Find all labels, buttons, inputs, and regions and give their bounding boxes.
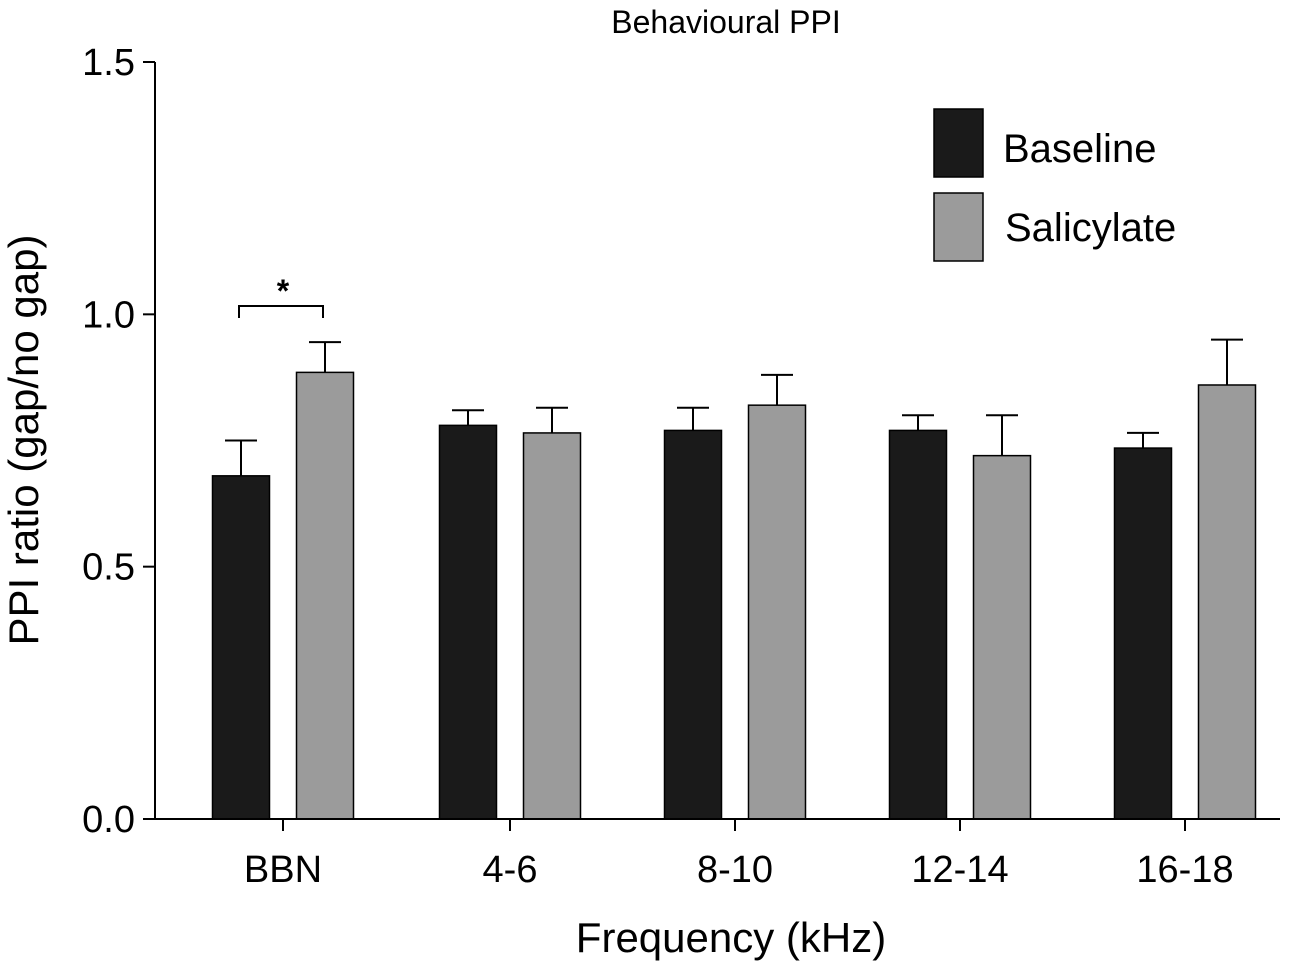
legend: Baseline Salicylate	[933, 108, 1176, 262]
significance-star: *	[277, 273, 290, 309]
significance-bracket-line	[238, 305, 324, 318]
x-tick-label-4: 16-18	[1136, 849, 1233, 891]
bar-salicylate-2	[747, 404, 807, 820]
bar-baseline-1	[438, 424, 498, 820]
x-tick-label-0: BBN	[244, 849, 322, 891]
bar-baseline-0	[211, 475, 271, 820]
legend-swatch-baseline	[933, 108, 984, 178]
bar-baseline-3	[888, 429, 948, 820]
x-tick-label-3: 12-14	[911, 849, 1008, 891]
y-axis-label: PPI ratio (gap/no gap)	[0, 235, 47, 646]
y-tick-label-3: 1.5	[82, 42, 135, 84]
x-axis-label: Frequency (kHz)	[576, 914, 886, 961]
y-tick-label-2: 1.0	[82, 294, 135, 336]
chart-title: Behavioural PPI	[611, 4, 840, 40]
bar-salicylate-0	[295, 371, 355, 820]
y-tick-label-0: 0.0	[82, 799, 135, 841]
bar-baseline-4	[1113, 447, 1173, 820]
bar-salicylate-4	[1197, 384, 1257, 820]
x-tick-label-1: 4-6	[483, 849, 538, 891]
bar-salicylate-3	[972, 454, 1032, 820]
bar-baseline-2	[663, 429, 723, 820]
significance-bracket: *	[238, 273, 324, 318]
x-tick-label-2: 8-10	[697, 849, 773, 891]
bars-layer	[211, 338, 1257, 820]
legend-label-salicylate: Salicylate	[1005, 206, 1176, 250]
bar-salicylate-1	[522, 432, 582, 820]
axes-layer: 0.0 0.5 1.0 1.5 BBN 4-6 8-10 12-14 16-18	[82, 42, 1280, 891]
legend-swatch-salicylate	[933, 192, 984, 262]
y-tick-label-1: 0.5	[82, 547, 135, 589]
legend-label-baseline: Baseline	[1003, 127, 1156, 171]
